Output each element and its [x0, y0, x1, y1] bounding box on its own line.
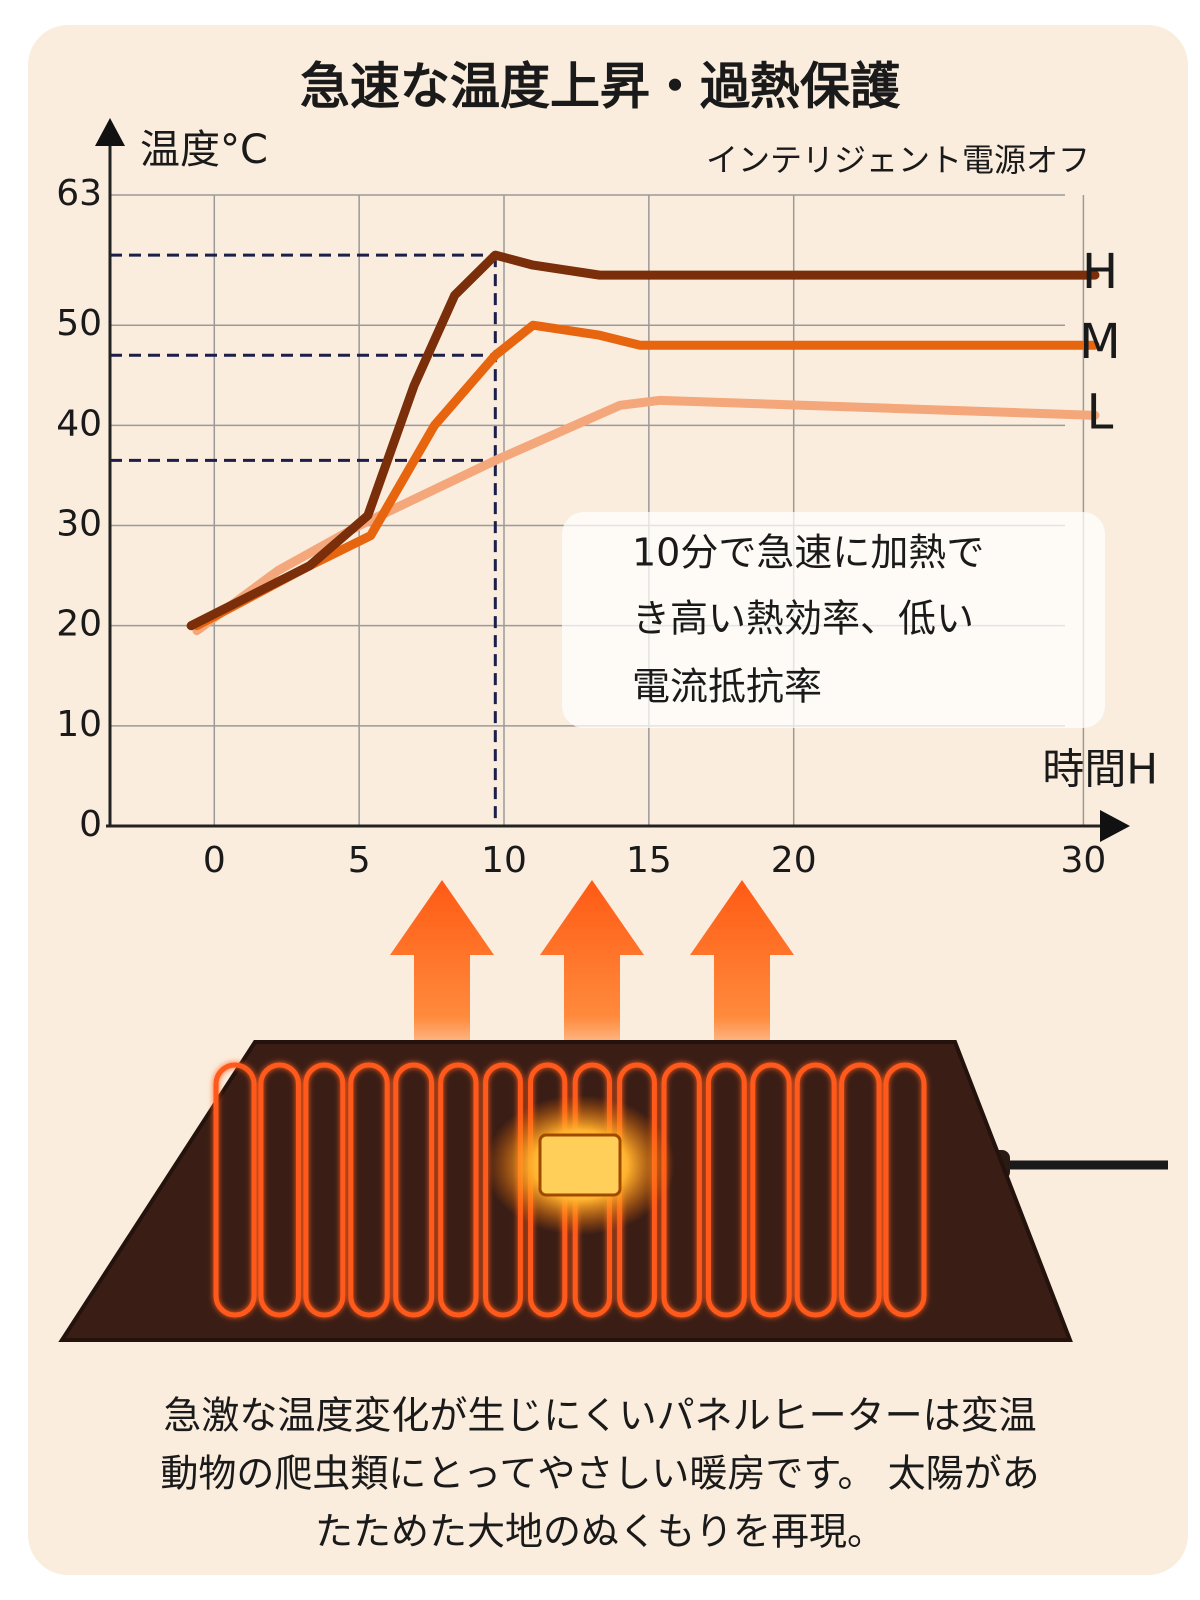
x-tick-label: 0 — [203, 840, 226, 881]
series-line — [186, 250, 1100, 631]
x-axis-label: 時間H — [1042, 745, 1158, 794]
y-axis-label: 温度°C — [140, 127, 268, 173]
coil-loop — [794, 1062, 837, 1318]
y-tick-label: 0 — [79, 804, 102, 845]
callout-text: 電流抵抗率 — [632, 665, 822, 709]
y-tick-label: 50 — [56, 303, 102, 344]
footer-text: 動物の爬虫類にとってやさしい暖房です。 太陽があ — [160, 1452, 1039, 1496]
callout-text: き高い熱効率、低い — [632, 597, 974, 641]
panel-background — [28, 25, 1188, 1575]
callout-box — [562, 512, 1105, 728]
y-tick-label: 40 — [56, 403, 102, 444]
x-axis-arrow — [1100, 810, 1130, 842]
x-tick-label: 5 — [348, 840, 371, 881]
footer-text: 急激な温度変化が生じにくいパネルヒーターは変温 — [163, 1394, 1036, 1438]
coil-loop — [839, 1062, 882, 1318]
x-tick-label: 15 — [626, 840, 672, 881]
legend-label: L — [1087, 384, 1114, 440]
coil-loop — [348, 1062, 390, 1318]
heat-arrow — [690, 880, 794, 1075]
y-tick-label: 30 — [56, 504, 102, 545]
coil-loop — [705, 1062, 747, 1318]
coil-loop — [303, 1062, 346, 1318]
title: 急速な温度上昇・過熱保護 — [300, 58, 901, 116]
heat-arrows — [390, 880, 794, 1075]
heating-mat — [58, 1040, 1168, 1342]
coil-loop — [213, 1062, 257, 1318]
chip — [538, 1133, 622, 1197]
heat-arrow — [390, 880, 494, 1075]
footer-text: たためた大地のぬくもりを再現。 — [315, 1510, 885, 1554]
y-tick-label: 10 — [56, 704, 102, 745]
heat-arrow — [540, 880, 644, 1075]
coil-loop — [393, 1062, 435, 1318]
coil-loop — [750, 1062, 792, 1318]
legend-label: H — [1082, 244, 1118, 300]
x-tick-label: 30 — [1061, 840, 1107, 881]
x-tick-label: 10 — [481, 840, 527, 881]
coil-loop — [883, 1062, 927, 1318]
annotation: インテリジェント電源オフ — [706, 141, 1090, 179]
y-tick-label: 20 — [56, 604, 102, 645]
coil-loop — [438, 1062, 479, 1318]
y-tick-label: 63 — [56, 173, 102, 214]
callout-text: 10分で急速に加熱で — [632, 531, 984, 575]
series-line — [192, 395, 1100, 636]
x-tick-label: 20 — [771, 840, 817, 881]
series-line — [192, 320, 1100, 631]
coil-loop — [258, 1062, 301, 1318]
legend-label: M — [1079, 314, 1120, 370]
y-axis-arrow — [95, 118, 125, 146]
